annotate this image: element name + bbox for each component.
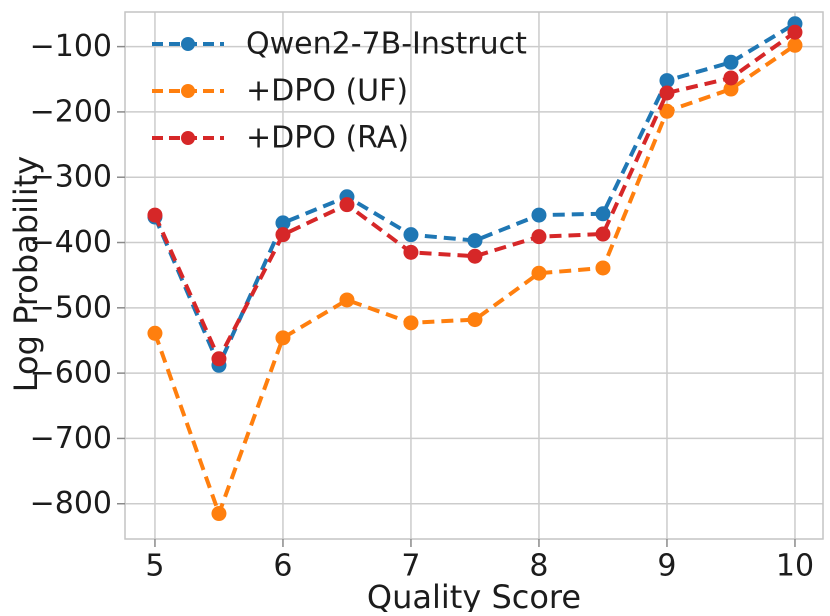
x-tick-label-9: 9 [657, 549, 676, 584]
legend-item-dpo-uf: +DPO (UF) [152, 74, 408, 109]
x-axis-label: Quality Score [367, 578, 581, 612]
data-point-dpo-uf-9.5 [723, 81, 739, 97]
legend-label: Qwen2-7B-Instruct [246, 27, 527, 62]
legend-item-dpo-ra: +DPO (RA) [152, 121, 409, 156]
legend-marker [181, 131, 195, 145]
tick-labels: 5 6 7 8 9 10 −100 −200 −300 −400 −500 −600 −700 −800 [30, 29, 814, 583]
data-point-qwen2-7b-instruct-9 [659, 73, 675, 89]
data-point-dpo-ra-5 [147, 207, 163, 223]
data-point-dpo-ra-9.5 [723, 70, 739, 86]
legend-marker [181, 84, 195, 98]
data-point-dpo-uf-8.5 [595, 260, 611, 276]
data-point-dpo-ra-7.5 [467, 248, 483, 264]
x-tick-label-5: 5 [145, 549, 164, 584]
plot-border [124, 11, 824, 540]
data-point-qwen2-7b-instruct-7.5 [467, 233, 483, 249]
data-point-dpo-uf-7 [403, 315, 419, 331]
plot-area-border [124, 11, 824, 540]
x-tick-label-7: 7 [401, 549, 420, 584]
data-point-dpo-ra-5.5 [211, 351, 227, 367]
data-point-qwen2-7b-instruct-9.5 [723, 54, 739, 70]
data-point-dpo-ra-10 [787, 24, 803, 40]
data-point-dpo-uf-7.5 [467, 312, 483, 328]
series-dpo-uf [147, 37, 803, 522]
tick-marks [117, 45, 796, 547]
series-line-dpo-ra [153, 30, 797, 364]
legend-label: +DPO (UF) [246, 74, 408, 109]
y-tick-label--300: −300 [30, 160, 112, 195]
y-axis-label: Log Probability [7, 156, 45, 392]
data-point-dpo-ra-6.5 [339, 197, 355, 213]
y-tick-label--700: −700 [30, 421, 112, 456]
series-line-qwen2-7b-instruct [153, 22, 796, 371]
data-point-dpo-ra-8.5 [595, 226, 611, 242]
data-point-dpo-ra-8 [531, 229, 547, 245]
y-tick-label--400: −400 [30, 225, 112, 260]
data-point-dpo-ra-6 [275, 227, 291, 243]
y-tick-label--600: −600 [30, 356, 112, 391]
legend: Qwen2-7B-Instruct +DPO (UF) +DPO (RA) [152, 27, 527, 156]
legend-label: +DPO (RA) [246, 121, 409, 156]
y-tick-label--800: −800 [30, 486, 112, 521]
data-point-qwen2-7b-instruct-6 [275, 215, 291, 231]
x-tick-label-6: 6 [273, 549, 292, 584]
data-point-dpo-uf-10 [787, 37, 803, 53]
data-series [147, 16, 803, 522]
gridlines [125, 12, 823, 539]
data-point-dpo-uf-5 [147, 325, 163, 341]
data-point-dpo-ra-9 [659, 85, 675, 101]
data-point-dpo-ra-7 [403, 244, 419, 260]
data-point-dpo-uf-5.5 [211, 506, 227, 522]
series-dpo-ra [147, 24, 803, 367]
data-point-qwen2-7b-instruct-8 [531, 207, 547, 223]
y-tick-label--200: −200 [30, 94, 112, 129]
data-point-qwen2-7b-instruct-8.5 [595, 206, 611, 222]
legend-item-qwen2-7b-instruct: Qwen2-7B-Instruct [152, 27, 527, 62]
x-tick-label-10: 10 [776, 549, 814, 584]
y-tick-label--100: −100 [30, 29, 112, 64]
series-line-dpo-uf [153, 43, 797, 520]
legend-marker [181, 37, 195, 51]
y-tick-label--500: −500 [30, 290, 112, 325]
data-point-dpo-uf-6 [275, 330, 291, 346]
x-tick-label-8: 8 [529, 549, 548, 584]
data-point-dpo-uf-6.5 [339, 292, 355, 308]
data-point-qwen2-7b-instruct-7 [403, 227, 419, 243]
data-point-dpo-uf-8 [531, 265, 547, 281]
data-point-dpo-uf-9 [659, 103, 675, 119]
